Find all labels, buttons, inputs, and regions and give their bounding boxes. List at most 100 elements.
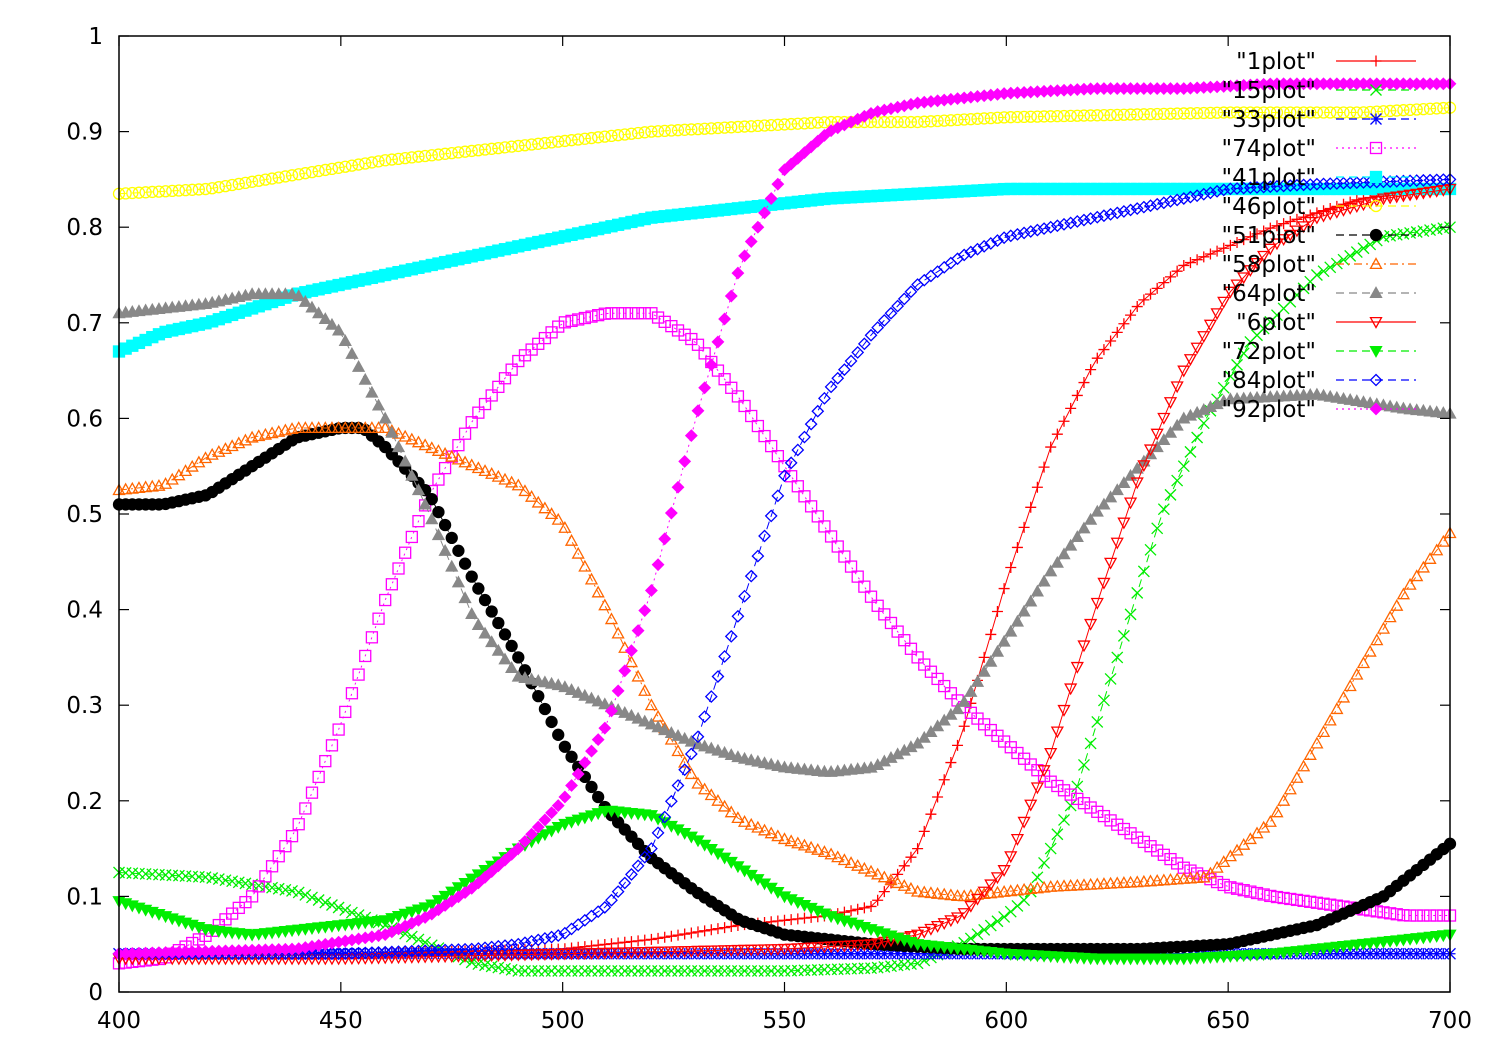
data-point [858, 902, 870, 914]
data-point [505, 475, 519, 488]
data-point [1044, 842, 1057, 855]
data-point [1350, 246, 1363, 259]
data-point [352, 668, 365, 681]
data-point [1390, 908, 1403, 921]
data-point [351, 421, 366, 434]
x-tick-label: 500 [541, 1008, 585, 1034]
data-point [1337, 947, 1350, 960]
data-point [544, 948, 559, 961]
data-point [964, 684, 978, 697]
data-point [1058, 415, 1070, 427]
data-point [744, 817, 758, 830]
data-point [711, 364, 725, 377]
data-point [1030, 881, 1044, 894]
data-point [645, 307, 658, 320]
data-point [1284, 215, 1296, 227]
data-point [544, 507, 559, 520]
data-point [1137, 874, 1151, 887]
data-point [491, 859, 505, 873]
data-point [1103, 557, 1118, 570]
data-point [252, 174, 265, 187]
data-point [1105, 335, 1117, 347]
data-point [1203, 866, 1218, 879]
data-point [751, 820, 765, 833]
data-point [511, 842, 525, 856]
data-point [838, 550, 851, 563]
data-point [1004, 624, 1018, 637]
data-point [672, 929, 684, 941]
data-point [1010, 883, 1025, 896]
data-point [598, 697, 612, 710]
data-point [679, 928, 691, 940]
data-point [512, 947, 525, 960]
data-point [438, 461, 452, 475]
data-point [232, 177, 245, 191]
data-point [265, 172, 279, 185]
data-point [338, 334, 352, 347]
data-point [984, 111, 997, 125]
legend-label: "84plot" [1221, 368, 1316, 394]
data-point [332, 161, 345, 174]
data-point [978, 651, 990, 663]
data-point [1283, 782, 1297, 795]
data-point [332, 323, 346, 336]
data-point [1217, 855, 1231, 868]
data-point [625, 947, 638, 960]
data-point [132, 481, 146, 493]
legend-label: "64plot" [1221, 281, 1316, 307]
data-point [371, 952, 386, 965]
data-point [784, 157, 798, 171]
data-point [1316, 725, 1331, 738]
data-point [777, 943, 792, 956]
data-point [1278, 218, 1290, 230]
data-point [292, 818, 305, 831]
data-point [1030, 223, 1044, 237]
data-point [1117, 205, 1131, 218]
data-point [970, 893, 985, 906]
data-point [558, 680, 572, 693]
data-point [984, 919, 997, 932]
data-point [698, 710, 712, 724]
data-point [1403, 189, 1417, 202]
data-point [498, 372, 512, 385]
data-point [299, 802, 312, 815]
data-point [472, 582, 485, 595]
data-point [758, 206, 771, 220]
data-point [432, 505, 445, 519]
data-point [1004, 111, 1017, 124]
data-point [565, 314, 578, 328]
data-point [764, 826, 778, 839]
data-point [631, 711, 645, 724]
data-point [478, 593, 492, 607]
data-point [398, 454, 412, 467]
data-point [1037, 222, 1051, 236]
data-point [166, 184, 179, 198]
data-point [1296, 759, 1311, 772]
data-point [811, 510, 824, 523]
data-point [1044, 110, 1057, 123]
data-point [405, 151, 418, 164]
x-tick-label: 450 [319, 1008, 363, 1034]
data-point [652, 932, 664, 944]
data-point [505, 847, 519, 861]
series-line [118, 427, 1451, 897]
data-point [465, 950, 479, 963]
data-point [511, 937, 525, 951]
data-point [1044, 880, 1058, 892]
data-point [1084, 212, 1098, 226]
data-point [784, 943, 798, 956]
data-point [558, 316, 572, 329]
data-point [378, 421, 392, 434]
data-point [1397, 174, 1410, 188]
data-point [1151, 107, 1164, 121]
data-point [871, 867, 885, 880]
data-point [552, 135, 565, 148]
data-point [618, 876, 632, 890]
data-point [206, 182, 219, 195]
data-point [638, 714, 652, 727]
data-point [1064, 538, 1078, 551]
data-point [625, 867, 638, 881]
data-point [1203, 319, 1218, 332]
data-point [319, 163, 332, 177]
data-point [1138, 294, 1150, 306]
